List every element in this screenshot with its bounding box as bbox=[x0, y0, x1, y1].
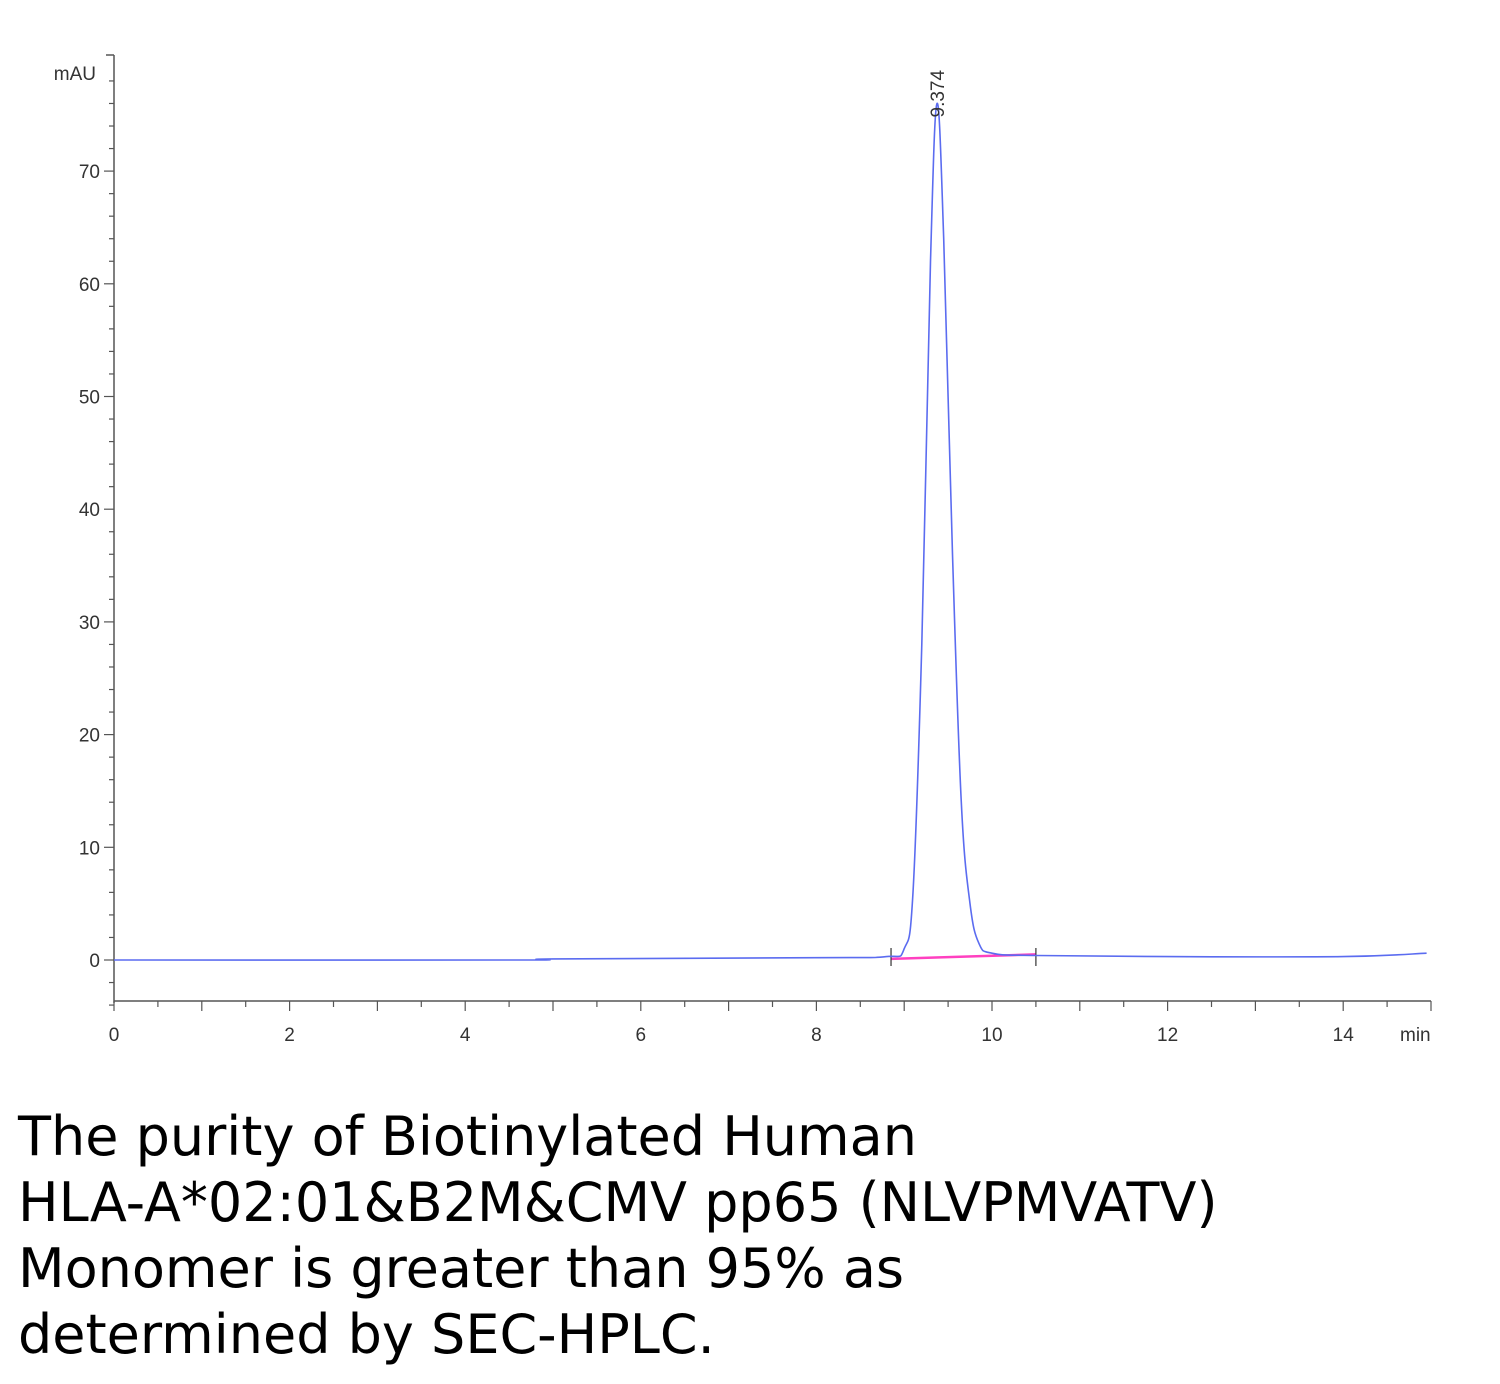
y-tick-label: 50 bbox=[79, 388, 100, 409]
caption-line-1: The purity of Biotinylated Human bbox=[18, 1105, 917, 1168]
y-tick-label: 20 bbox=[79, 726, 100, 747]
y-tick-label: 30 bbox=[79, 613, 100, 634]
x-tick-label: 2 bbox=[284, 1025, 295, 1046]
peak-retention-time-label: 9.374 bbox=[928, 70, 949, 118]
chart-axes: 0 10 20 30 40 50 60 70 0 2 4 6 8 10 12 14 bbox=[79, 54, 1432, 1046]
y-axis-unit-label: mAU bbox=[54, 64, 96, 85]
chart-plot-area: 9.374 bbox=[113, 70, 1427, 966]
chromatogram-chart: 0 10 20 30 40 50 60 70 0 2 4 6 8 10 12 14 9.374 mAU min bbox=[54, 54, 1432, 1046]
caption-line-2: HLA-A*02:01&B2M&CMV pp65 (NLVPMVATV) bbox=[18, 1171, 1218, 1234]
x-tick-label: 6 bbox=[636, 1025, 647, 1046]
y-tick-label: 70 bbox=[79, 162, 100, 183]
x-axis-unit-label: min bbox=[1400, 1025, 1431, 1046]
x-tick-label: 14 bbox=[1333, 1025, 1355, 1046]
chromatogram-trace bbox=[113, 102, 1427, 961]
y-tick-label: 0 bbox=[89, 951, 100, 972]
x-tick-label: 12 bbox=[1157, 1025, 1178, 1046]
x-tick-label: 8 bbox=[811, 1025, 822, 1046]
caption-line-3: Monomer is greater than 95% as bbox=[18, 1237, 905, 1300]
caption-line-4: determined by SEC-HPLC. bbox=[18, 1303, 715, 1366]
figure-caption: The purity of Biotinylated Human HLA-A*0… bbox=[18, 1104, 1478, 1368]
y-tick-label: 10 bbox=[79, 838, 100, 859]
y-tick-label: 40 bbox=[79, 500, 100, 521]
x-tick-label: 10 bbox=[981, 1025, 1002, 1046]
x-tick-label: 0 bbox=[109, 1025, 120, 1046]
x-tick-label: 4 bbox=[460, 1025, 471, 1046]
y-tick-label: 60 bbox=[79, 275, 100, 296]
